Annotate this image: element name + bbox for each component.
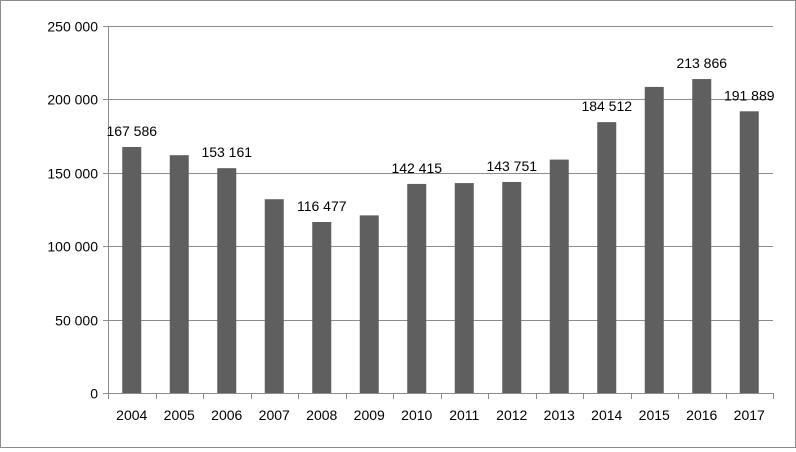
x-tick-label: 2012: [496, 407, 527, 423]
x-tick-label: 2008: [306, 407, 337, 423]
x-tick-label: 2005: [164, 407, 195, 423]
bar-2014: [597, 122, 617, 393]
bar-2010: [407, 183, 427, 393]
x-tick-label: 2004: [116, 407, 147, 423]
x-tick-labels: 2004 2005 2006 2007 2008 2009 2010 2011 2012 2013…: [116, 407, 765, 423]
x-tick-label: 2006: [211, 407, 242, 423]
x-tick-label: 2015: [639, 407, 670, 423]
bar-2016: [692, 79, 712, 393]
y-tick-label: 250 000: [47, 19, 98, 35]
y-tick-label: 200 000: [47, 92, 98, 108]
data-labels: 167 586 153 161 116 477 142 415 143 751 184 5…: [106, 55, 774, 214]
data-label-2014: 184 512: [581, 98, 632, 114]
data-label-2008: 116 477: [297, 198, 347, 214]
x-tick-label: 2010: [401, 407, 432, 423]
bar-2015: [644, 86, 664, 393]
bar-2013: [549, 159, 569, 393]
y-tick-label: 100 000: [47, 239, 98, 255]
bar-2008: [312, 222, 332, 393]
x-tick-label: 2007: [259, 407, 290, 423]
x-tick-label: 2013: [544, 407, 575, 423]
x-tick-label: 2016: [686, 407, 717, 423]
x-tick-label: 2017: [734, 407, 765, 423]
x-tick-label: 2014: [591, 407, 622, 423]
bar-2004: [122, 146, 142, 393]
bar-2005: [169, 155, 189, 393]
data-label-2012: 143 751: [486, 158, 537, 174]
bar-2017: [739, 111, 759, 393]
data-label-2016: 213 866: [676, 55, 727, 71]
x-tick-label: 2009: [354, 407, 385, 423]
bars: [122, 79, 759, 393]
bar-2009: [359, 215, 379, 393]
y-tick-labels: 0 50 000 100 000 150 000 200 000 250 000: [47, 19, 98, 402]
y-tick-label: 150 000: [47, 166, 98, 182]
bar-2012: [502, 181, 522, 393]
data-label-2004: 167 586: [106, 123, 157, 139]
data-label-2006: 153 161: [201, 144, 252, 160]
bar-2011: [454, 183, 474, 393]
y-tick-label: 0: [90, 386, 98, 402]
bar-2007: [264, 199, 284, 393]
x-tick-label: 2011: [449, 407, 479, 423]
data-label-2010: 142 415: [391, 160, 442, 176]
bar-2006: [217, 168, 237, 393]
axes: [103, 26, 774, 399]
data-label-2017: 191 889: [724, 87, 775, 103]
y-tick-label: 50 000: [55, 313, 98, 329]
